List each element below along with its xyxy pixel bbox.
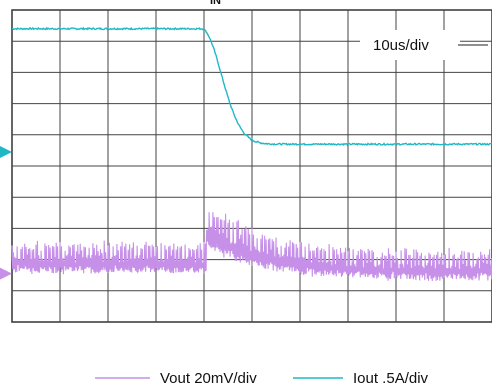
iout-legend-label: Iout .5A/div <box>353 370 429 387</box>
scope-grid <box>11 9 492 323</box>
scope-traces <box>11 26 492 282</box>
timebase-box: 10us/div <box>360 30 488 60</box>
channel-markers <box>0 145 12 280</box>
legend: Vout 20mV/div Iout .5A/div <box>95 370 429 387</box>
iout-channel-marker <box>0 145 12 158</box>
vout-trace <box>11 212 492 282</box>
iout-trace <box>11 26 492 147</box>
timebase-label: 10us/div <box>373 37 429 54</box>
vout-channel-marker <box>0 267 12 280</box>
vout-legend-label: Vout 20mV/div <box>160 370 257 387</box>
top-label: IN <box>210 0 221 7</box>
